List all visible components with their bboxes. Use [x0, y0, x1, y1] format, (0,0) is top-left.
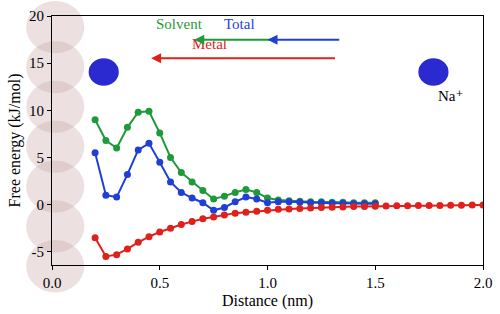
svg-text:15: 15 — [29, 55, 44, 71]
svg-text:Total: Total — [224, 16, 255, 32]
svg-text:Na⁺: Na⁺ — [438, 88, 463, 104]
svg-text:0.0: 0.0 — [43, 275, 62, 291]
svg-text:5: 5 — [37, 150, 45, 166]
svg-text:20: 20 — [29, 8, 44, 24]
svg-text:Metal: Metal — [192, 36, 227, 52]
svg-text:10: 10 — [29, 103, 44, 119]
svg-text:-5: -5 — [32, 244, 45, 260]
svg-text:0: 0 — [37, 197, 45, 213]
svg-text:0.5: 0.5 — [150, 275, 169, 291]
svg-text:2.0: 2.0 — [474, 275, 493, 291]
svg-text:Free energy (kJ/mol): Free energy (kJ/mol) — [6, 74, 24, 208]
svg-text:Solvent: Solvent — [156, 16, 203, 32]
svg-text:Distance (nm): Distance (nm) — [222, 292, 313, 310]
svg-text:1.0: 1.0 — [258, 275, 277, 291]
svg-text:1.5: 1.5 — [366, 275, 385, 291]
